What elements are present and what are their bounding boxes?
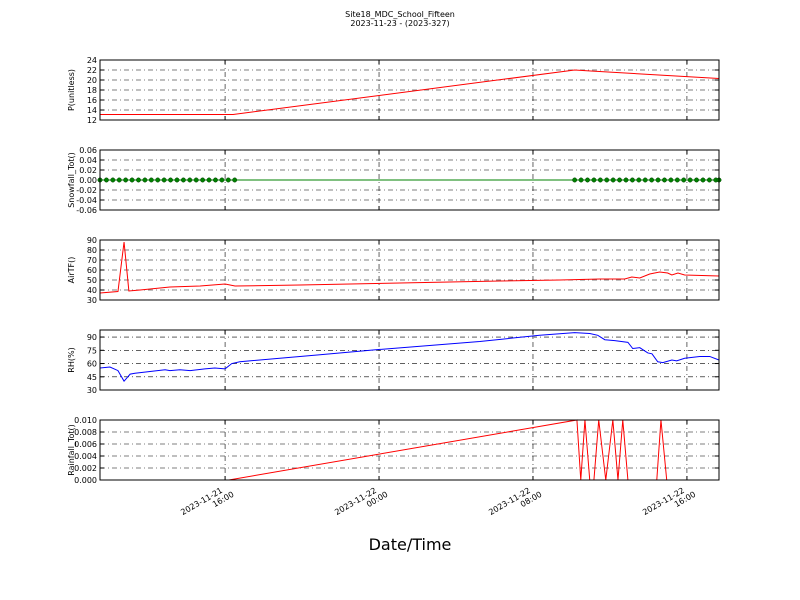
data-point	[668, 177, 674, 183]
y-tick-label: 0.00	[79, 176, 97, 185]
plot-frame	[99, 149, 720, 211]
y-tick-label: 90	[87, 236, 97, 245]
y-tick-label: 24	[87, 56, 97, 65]
data-point	[155, 177, 161, 183]
data-point	[142, 177, 148, 183]
data-point	[206, 177, 212, 183]
y-axis-label: Snowfall_Tot()	[67, 152, 76, 208]
data-point	[636, 177, 642, 183]
y-axis-label: P(unitless)	[67, 69, 76, 111]
data-point	[193, 177, 199, 183]
y-tick-label: 80	[87, 246, 97, 255]
x-tick-label: 2023-11-2116:00	[179, 482, 235, 525]
y-tick-label: 22	[87, 66, 97, 75]
y-tick-label: 0.02	[79, 166, 97, 175]
y-tick-label: 0.000	[74, 476, 97, 485]
data-point	[694, 177, 699, 183]
y-tick-label: 70	[87, 256, 97, 265]
data-point	[103, 177, 109, 183]
data-line	[100, 69, 720, 115]
y-tick-label: 20	[87, 76, 97, 85]
y-axis-label: RH(%)	[67, 347, 76, 372]
y-tick-label: 45	[87, 373, 97, 382]
plot-frame	[99, 329, 720, 391]
y-tick-label: 0.04	[79, 156, 97, 165]
data-point	[213, 177, 218, 183]
data-point	[687, 177, 693, 183]
plot-frame	[99, 59, 720, 121]
data-point	[642, 177, 648, 183]
data-point	[161, 177, 167, 183]
data-point	[136, 177, 141, 183]
x-tick-label: 2023-11-2200:00	[333, 482, 389, 525]
y-tick-label: 60	[87, 266, 97, 275]
y-tick-label: 30	[87, 386, 97, 395]
data-point	[662, 177, 667, 183]
data-point	[110, 177, 116, 183]
y-tick-label: -0.06	[76, 206, 97, 215]
data-point	[168, 177, 174, 183]
data-point	[700, 177, 706, 183]
data-point	[225, 177, 231, 183]
y-tick-label: 0.002	[74, 464, 97, 473]
data-point	[706, 177, 712, 183]
y-axis-label: Rainfall_Tot()	[67, 424, 76, 476]
data-point	[585, 177, 590, 183]
chart-title: Site18_MDC_School_Fifteen	[345, 10, 455, 19]
data-point	[617, 177, 623, 183]
data-point	[180, 177, 186, 183]
y-tick-label: 30	[87, 296, 97, 305]
data-point	[129, 177, 135, 183]
data-point	[604, 177, 610, 183]
data-point	[123, 177, 129, 183]
data-line	[99, 241, 720, 294]
data-point	[116, 177, 122, 183]
y-tick-label: 60	[87, 360, 97, 369]
data-point	[232, 177, 238, 183]
y-tick-label: 0.010	[74, 416, 97, 425]
y-tick-label: 0.06	[79, 146, 97, 155]
x-tick-label: 2023-11-2208:00	[487, 482, 543, 525]
y-tick-label: 18	[87, 86, 97, 95]
y-tick-label: -0.02	[76, 186, 97, 195]
data-point	[674, 177, 680, 183]
y-tick-label: -0.04	[76, 196, 97, 205]
x-axis-label: Date/Time	[369, 535, 452, 554]
data-point	[148, 177, 154, 183]
y-tick-label: 14	[87, 106, 97, 115]
data-point	[623, 177, 629, 183]
data-line	[100, 419, 719, 481]
data-point	[572, 177, 578, 183]
data-point	[200, 177, 206, 183]
y-tick-label: 0.008	[74, 428, 97, 437]
data-point	[629, 177, 635, 183]
data-point	[591, 177, 597, 183]
data-point	[649, 177, 655, 183]
y-tick-label: 40	[87, 286, 97, 295]
data-point	[174, 177, 180, 183]
y-tick-label: 90	[87, 333, 97, 342]
data-point	[578, 177, 584, 183]
y-axis-label: AirTF()	[67, 257, 76, 284]
data-point	[681, 177, 687, 183]
data-point	[610, 177, 616, 183]
data-point	[655, 177, 661, 183]
data-line	[99, 332, 720, 383]
y-tick-label: 12	[87, 116, 97, 125]
y-tick-label: 50	[87, 276, 97, 285]
y-tick-label: 16	[87, 96, 97, 105]
plot-frame	[99, 419, 720, 481]
y-tick-label: 0.006	[74, 440, 97, 449]
y-tick-label: 0.004	[74, 452, 97, 461]
y-tick-label: 75	[87, 346, 97, 355]
data-point	[597, 177, 603, 183]
data-point	[187, 177, 193, 183]
data-point	[219, 177, 225, 183]
chart-subtitle: 2023-11-23 - (2023-327)	[350, 19, 449, 28]
plot-frame	[99, 239, 720, 301]
x-tick-label: 2023-11-2216:00	[641, 482, 697, 525]
